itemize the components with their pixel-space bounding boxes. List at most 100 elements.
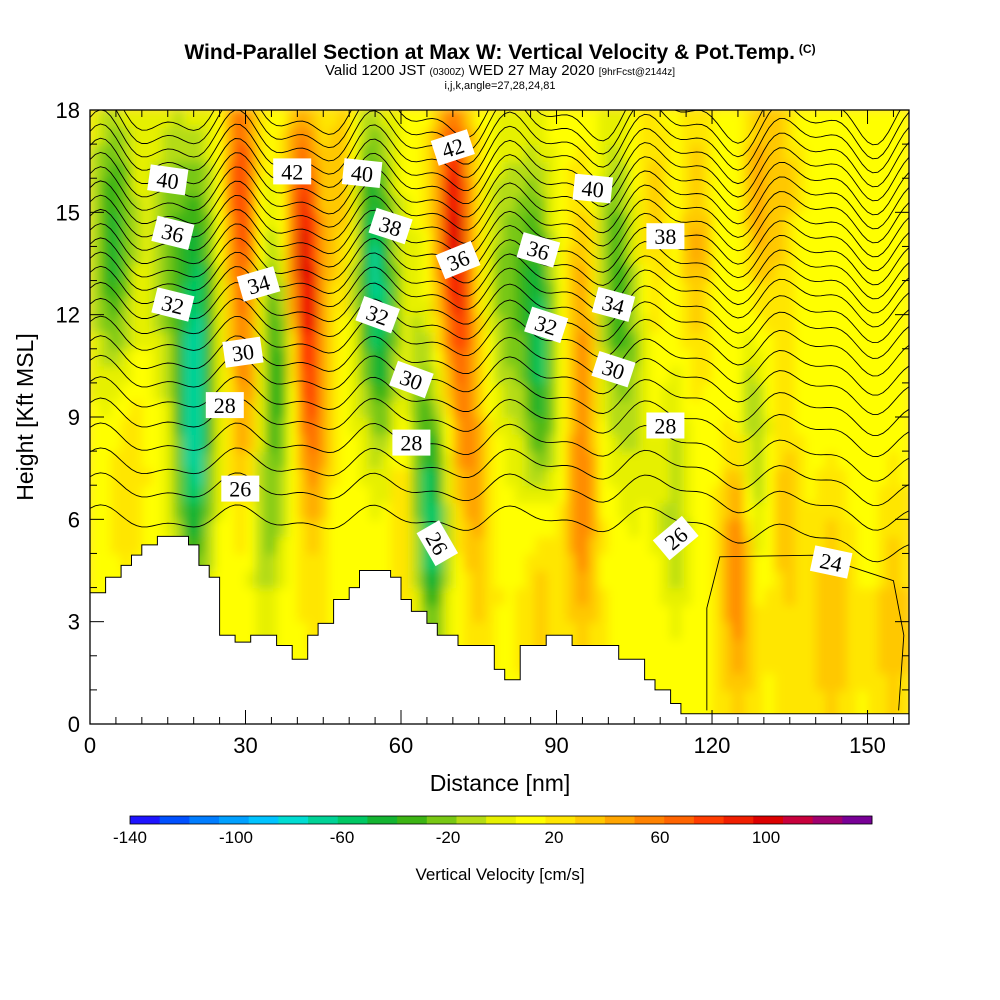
y-tick-label: 3 [68, 610, 80, 635]
colorbar-swatch [308, 816, 339, 824]
velocity-cell [836, 621, 848, 640]
contour-label-box [809, 545, 853, 579]
velocity-cell [172, 127, 185, 145]
velocity-cell [670, 553, 682, 572]
velocity-cell [691, 161, 703, 180]
y-axis-title: Height [Kft MSL] [12, 333, 38, 500]
velocity-cell [608, 536, 620, 555]
theta-contour-label: 38 [646, 223, 685, 250]
velocity-cell [214, 195, 226, 214]
velocity-cell [732, 621, 744, 640]
velocity-cell [577, 263, 589, 282]
velocity-cell [722, 399, 734, 418]
velocity-cell [152, 451, 164, 469]
velocity-cell [867, 434, 879, 452]
velocity-cell [235, 536, 247, 555]
velocity-cell [338, 178, 350, 197]
velocity-cell [204, 127, 216, 145]
velocity-cell [660, 195, 672, 214]
velocity-cell [846, 655, 858, 674]
velocity-cell [774, 127, 786, 145]
velocity-cell [836, 689, 848, 708]
velocity-cell [432, 587, 444, 606]
velocity-cell [815, 110, 827, 128]
velocity-cell [245, 536, 257, 555]
velocity-cell [90, 519, 102, 538]
velocity-cell [90, 280, 102, 299]
velocity-cell [90, 417, 102, 435]
velocity-cell [266, 417, 278, 435]
velocity-cell [701, 246, 713, 265]
velocity-cell [411, 417, 423, 435]
velocity-cell [701, 161, 713, 180]
velocity-cell [577, 144, 589, 162]
velocity-cell [152, 110, 164, 128]
velocity-cell [338, 399, 350, 418]
velocity-cell [774, 263, 786, 282]
velocity-cell [504, 553, 516, 572]
velocity-cell [286, 399, 299, 418]
velocity-cell [546, 604, 558, 623]
velocity-cell [577, 604, 589, 623]
velocity-cell [805, 519, 817, 538]
velocity-cell [846, 638, 858, 657]
velocity-cell [597, 519, 610, 538]
velocity-cell [193, 178, 205, 197]
velocity-cell [836, 655, 848, 674]
velocity-cell [141, 297, 154, 316]
velocity-cell [794, 297, 807, 316]
velocity-cell [597, 468, 610, 487]
velocity-cell [214, 553, 226, 572]
velocity-cell [432, 399, 444, 418]
velocity-cell [525, 519, 537, 538]
velocity-cell [297, 144, 309, 162]
velocity-cell [100, 314, 112, 333]
velocity-cell [349, 195, 361, 214]
velocity-cell [649, 553, 661, 572]
velocity-cell [359, 263, 371, 282]
velocity-cell [587, 553, 599, 572]
velocity-cell [463, 110, 475, 128]
velocity-cell [473, 314, 485, 333]
velocity-cell [401, 127, 413, 145]
velocity-cell [535, 280, 547, 299]
theta-contour-line [90, 137, 909, 202]
velocity-cell [297, 263, 309, 282]
velocity-cell [121, 434, 133, 452]
velocity-cell [857, 348, 869, 367]
velocity-cell [670, 297, 682, 316]
velocity-cell [110, 451, 122, 469]
velocity-cell [867, 365, 879, 384]
velocity-cell [691, 604, 703, 623]
velocity-cell [763, 110, 776, 128]
velocity-cell [732, 348, 744, 367]
velocity-cell [172, 331, 185, 350]
velocity-cell [110, 280, 122, 299]
velocity-cell [753, 331, 765, 350]
velocity-cell [794, 399, 807, 418]
velocity-cell [442, 178, 454, 197]
contour-label-box [205, 392, 244, 419]
velocity-cell [743, 604, 755, 623]
velocity-cell [815, 604, 827, 623]
velocity-cell [701, 536, 713, 555]
velocity-cell [525, 570, 537, 589]
contour-label-text: 40 [155, 166, 180, 194]
velocity-cell [411, 331, 423, 350]
velocity-cell [587, 144, 599, 162]
velocity-cell [100, 468, 112, 487]
velocity-cell [836, 229, 848, 248]
velocity-cell [463, 621, 475, 640]
velocity-cell [442, 451, 454, 469]
velocity-cell [732, 229, 744, 248]
velocity-cell [691, 331, 703, 350]
velocity-cell [680, 280, 693, 299]
velocity-cell [266, 161, 278, 180]
velocity-cell [141, 280, 154, 299]
velocity-cell [577, 365, 589, 384]
velocity-cell [255, 331, 268, 350]
velocity-cell [494, 382, 506, 401]
velocity-cell [649, 502, 661, 521]
velocity-cell [483, 399, 496, 418]
velocity-cell [369, 246, 382, 265]
